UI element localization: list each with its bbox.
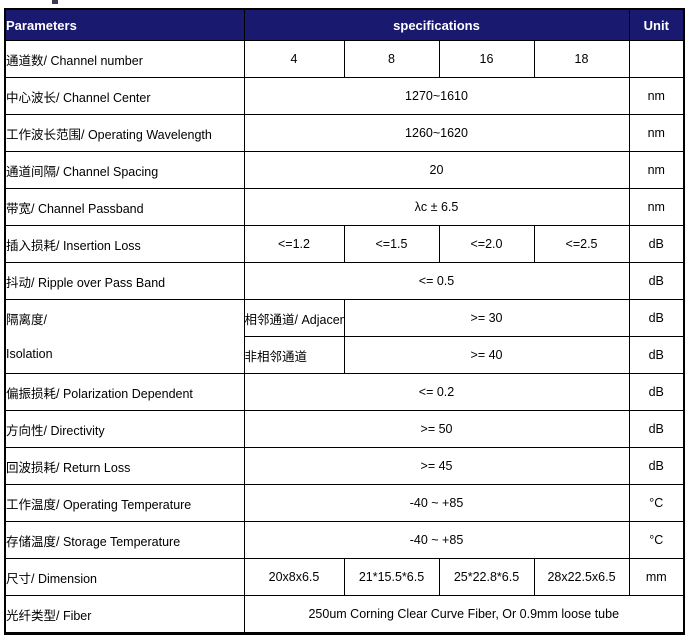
nonadjacent-label: 非相邻通道 bbox=[243, 336, 345, 374]
row-operating-temperature: 工作温度/ Operating Temperature -40 ~ +85 °C bbox=[4, 484, 685, 522]
unit-value: dB bbox=[628, 410, 685, 448]
row-channel-passband: 带宽/ Channel Passband λc ± 6.5 nm bbox=[4, 188, 685, 226]
spec-value: 8 bbox=[343, 40, 440, 78]
spec-value: <=1.5 bbox=[343, 225, 440, 263]
spec-value: 20x8x6.5 bbox=[243, 558, 345, 596]
spec-value: 250um Corning Clear Curve Fiber, Or 0.9m… bbox=[243, 595, 685, 634]
spec-value: -40 ~ +85 bbox=[243, 521, 630, 559]
spec-value: 1260~1620 bbox=[243, 114, 630, 152]
unit-value: dB bbox=[628, 262, 685, 300]
row-channel-center: 中心波长/ Channel Center 1270~1610 nm bbox=[4, 77, 685, 115]
spec-value: λc ± 6.5 bbox=[243, 188, 630, 226]
row-return-loss: 回波损耗/ Return Loss >= 45 dB bbox=[4, 447, 685, 485]
spec-value: 16 bbox=[438, 40, 535, 78]
adjacent-label: 相邻通道/ Adjacent bbox=[243, 299, 345, 337]
spec-value: <= 0.5 bbox=[243, 262, 630, 300]
spec-value: 21*15.5*6.5 bbox=[343, 558, 440, 596]
unit-value: nm bbox=[628, 114, 685, 152]
spec-value: >= 40 bbox=[343, 336, 630, 374]
unit-value: nm bbox=[628, 188, 685, 226]
param-label: 通道数/ Channel number bbox=[4, 40, 245, 78]
row-operating-wavelength: 工作波长范围/ Operating Wavelength 1260~1620 n… bbox=[4, 114, 685, 152]
row-channel-number: 通道数/ Channel number 4 8 16 18 bbox=[4, 40, 685, 78]
isolation-label-en: Isolation bbox=[6, 346, 53, 361]
spec-value: 25*22.8*6.5 bbox=[438, 558, 535, 596]
param-label: 光纤类型/ Fiber bbox=[4, 595, 245, 634]
table-header-row: Parameters specifications Unit bbox=[4, 8, 685, 41]
row-polarization: 偏振损耗/ Polarization Dependent <= 0.2 dB bbox=[4, 373, 685, 411]
row-ripple: 抖动/ Ripple over Pass Band <= 0.5 dB bbox=[4, 262, 685, 300]
unit-value: dB bbox=[628, 299, 685, 337]
param-label: 抖动/ Ripple over Pass Band bbox=[4, 262, 245, 300]
cropped-text-artifact bbox=[52, 0, 58, 4]
unit-value: °C bbox=[628, 484, 685, 522]
param-label: 工作温度/ Operating Temperature bbox=[4, 484, 245, 522]
spec-value: <=2.0 bbox=[438, 225, 535, 263]
row-storage-temperature: 存储温度/ Storage Temperature -40 ~ +85 °C bbox=[4, 521, 685, 559]
row-dimension: 尺寸/ Dimension 20x8x6.5 21*15.5*6.5 25*22… bbox=[4, 558, 685, 596]
unit-value: dB bbox=[628, 336, 685, 374]
row-directivity: 方向性/ Directivity >= 50 dB bbox=[4, 410, 685, 448]
spec-value: <= 0.2 bbox=[243, 373, 630, 411]
row-channel-spacing: 通道间隔/ Channel Spacing 20 nm bbox=[4, 151, 685, 189]
param-label: 存储温度/ Storage Temperature bbox=[4, 521, 245, 559]
unit-value: mm bbox=[628, 558, 685, 596]
spec-value: 18 bbox=[533, 40, 630, 78]
param-label: 中心波长/ Channel Center bbox=[4, 77, 245, 115]
unit-value: dB bbox=[628, 225, 685, 263]
param-label: 尺寸/ Dimension bbox=[4, 558, 245, 596]
param-label: 通道间隔/ Channel Spacing bbox=[4, 151, 245, 189]
isolation-label-cn: 隔离度/ bbox=[6, 312, 47, 327]
row-fiber: 光纤类型/ Fiber 250um Corning Clear Curve Fi… bbox=[4, 595, 685, 634]
unit-value bbox=[628, 40, 685, 78]
isolation-group-label: 隔离度/ Isolation bbox=[4, 299, 245, 374]
unit-value: °C bbox=[628, 521, 685, 559]
param-label: 带宽/ Channel Passband bbox=[4, 188, 245, 226]
spec-value: >= 50 bbox=[243, 410, 630, 448]
param-label: 回波损耗/ Return Loss bbox=[4, 447, 245, 485]
unit-value: dB bbox=[628, 373, 685, 411]
param-label: 工作波长范围/ Operating Wavelength bbox=[4, 114, 245, 152]
spec-value: 1270~1610 bbox=[243, 77, 630, 115]
spec-value: >= 45 bbox=[243, 447, 630, 485]
unit-value: dB bbox=[628, 447, 685, 485]
parameters-header: Parameters bbox=[4, 8, 245, 41]
spec-value: 28x22.5x6.5 bbox=[533, 558, 630, 596]
spec-value: <=2.5 bbox=[533, 225, 630, 263]
param-label: 偏振损耗/ Polarization Dependent bbox=[4, 373, 245, 411]
unit-value: nm bbox=[628, 151, 685, 189]
spec-value: <=1.2 bbox=[243, 225, 345, 263]
specifications-table: Parameters specifications Unit 通道数/ Chan… bbox=[4, 8, 686, 635]
unit-value: nm bbox=[628, 77, 685, 115]
spec-value: >= 30 bbox=[343, 299, 630, 337]
row-insertion-loss: 插入损耗/ Insertion Loss <=1.2 <=1.5 <=2.0 <… bbox=[4, 225, 685, 263]
spec-value: 4 bbox=[243, 40, 345, 78]
row-isolation-nonadjacent: 非相邻通道 >= 40 dB bbox=[5, 336, 685, 374]
param-label: 方向性/ Directivity bbox=[4, 410, 245, 448]
row-isolation-adjacent: 隔离度/ Isolation 相邻通道/ Adjacent >= 30 dB bbox=[4, 299, 685, 374]
spec-value: 20 bbox=[243, 151, 630, 189]
param-label: 插入损耗/ Insertion Loss bbox=[4, 225, 245, 263]
unit-header: Unit bbox=[628, 8, 685, 41]
specifications-header: specifications bbox=[243, 8, 630, 41]
spec-value: -40 ~ +85 bbox=[243, 484, 630, 522]
